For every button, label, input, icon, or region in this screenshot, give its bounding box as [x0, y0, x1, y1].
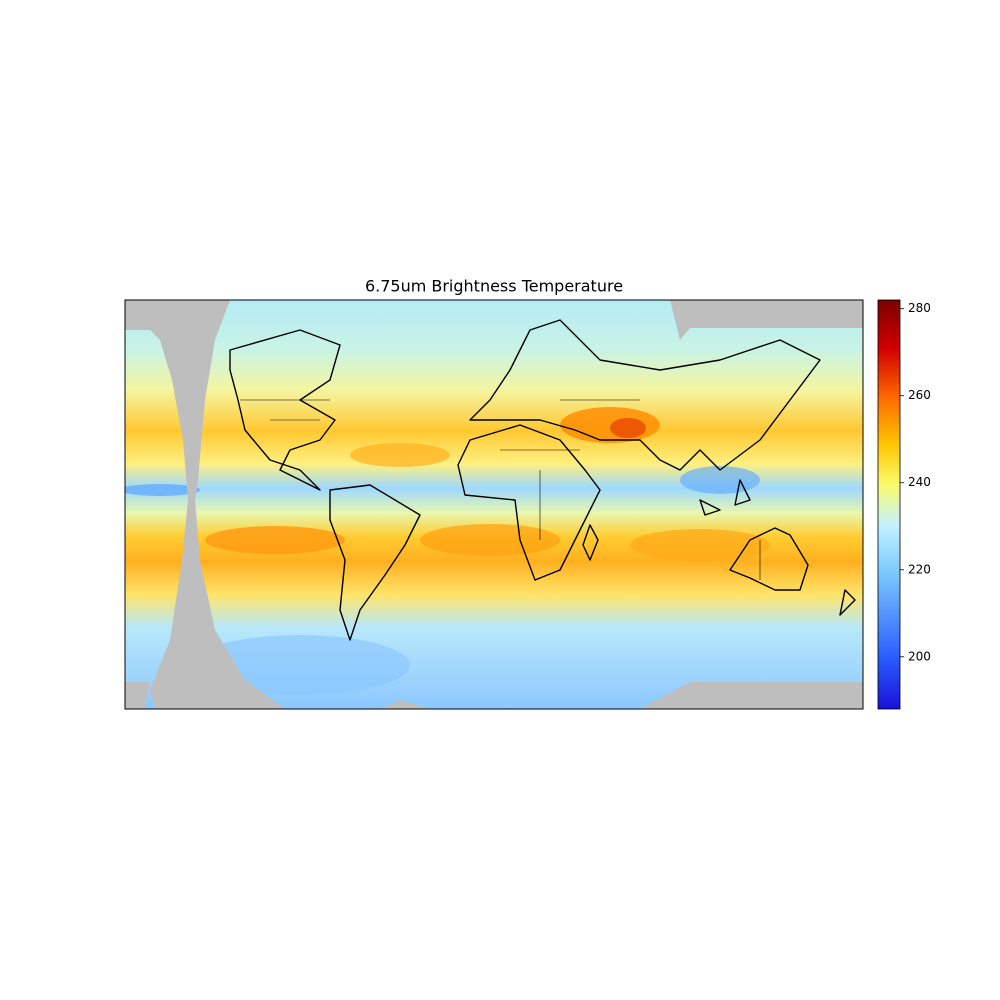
coastline: [469, 319, 821, 471]
no-data: [640, 682, 863, 709]
coastline: [729, 527, 809, 591]
colorbar-tick-label: 240: [908, 475, 931, 489]
colorbar-tick-label: 280: [908, 301, 931, 315]
hot-region: [610, 418, 646, 438]
map-title: 6.75um Brightness Temperature: [365, 277, 623, 296]
colorbar-tick-label: 260: [908, 388, 931, 402]
no-data: [125, 682, 150, 709]
warm-region: [420, 524, 560, 556]
no-data: [670, 300, 863, 340]
warm-region: [630, 529, 770, 561]
cold-region: [680, 466, 760, 494]
colorbar-tick-label: 220: [908, 562, 931, 576]
cold-region: [125, 484, 200, 496]
coastline: [329, 484, 421, 641]
map: [125, 300, 863, 709]
no-data: [380, 700, 430, 709]
coastline: [229, 329, 341, 491]
coastline: [582, 524, 599, 561]
coastline: [457, 424, 601, 581]
map-frame: [124, 299, 864, 710]
colorbar-tick-label: 200: [908, 649, 931, 663]
colorbar: 200 220 240 260 280: [877, 299, 931, 710]
coastline: [699, 479, 856, 616]
warm-region: [350, 443, 450, 467]
country-border: [240, 399, 761, 580]
colorbar-scale: [877, 299, 901, 710]
warm-region: [205, 526, 345, 554]
no-data: [125, 300, 285, 709]
